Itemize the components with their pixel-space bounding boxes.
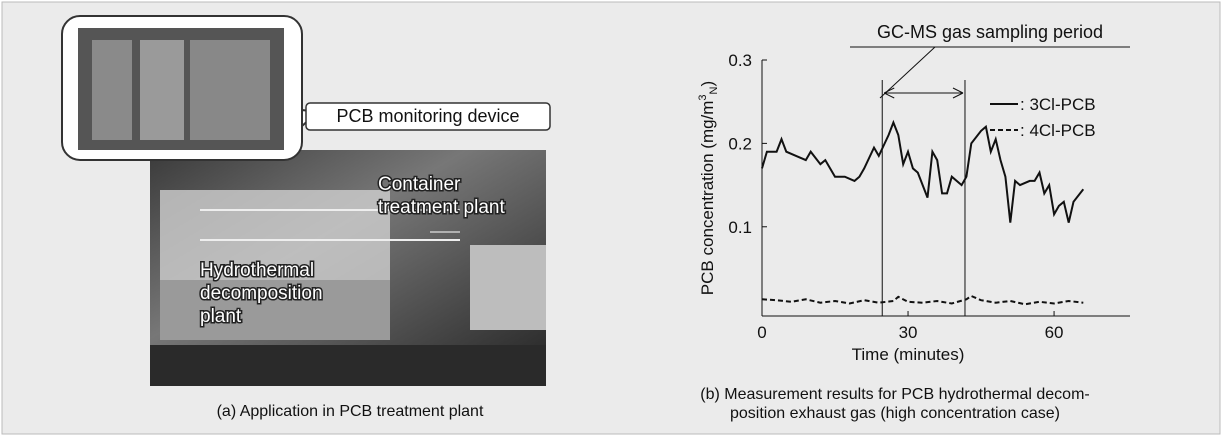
figure: Container treatment plant Hydrothermal d… [0,0,1222,436]
callout: PCB monitoring device [336,106,519,126]
x-tick-label: 30 [899,323,918,342]
label: decomposition [200,283,323,304]
page: {"photo": { "callout": "PCB monitoring d… [0,0,1222,441]
y-tick-label: 0.3 [728,51,752,70]
y-tick-label: 0.2 [728,134,752,153]
caption: (b) Measurement results for PCB hydrothe… [700,386,1089,403]
x-tick-label: 0 [757,323,766,342]
caption: position exhaust gas (high concentration… [730,405,1060,422]
label: plant [200,306,242,327]
x-axis-title: Time (minutes) [852,345,965,364]
x-tick-label: 60 [1045,323,1064,342]
caption: (a) Application in PCB treatment plant [217,403,484,420]
container [470,245,546,330]
label: Container [378,174,461,195]
y-tick-label: 0.1 [728,218,752,237]
y-axis-title-end: ) [698,81,717,87]
y-axis-title-sub: N [708,86,720,94]
legend-label: : 3Cl-PCB [1020,95,1096,114]
device-rack [140,40,184,140]
body: Container treatment plant Hydrothermal d… [0,0,1222,441]
device-rack [190,40,270,140]
annotation: GC-MS gas sampling period [877,22,1103,42]
y-axis-title-text: PCB concentration (mg/m [698,101,717,296]
y-axis-title: PCB concentration (mg/m3N) [697,81,720,295]
floor [150,345,546,386]
label: treatment plant [378,197,505,218]
device-rack [92,40,132,140]
photo: Container treatment plant Hydrothermal d… [150,150,546,386]
legend-label: : 4Cl-PCB [1020,121,1096,140]
label: Hydrothermal [200,260,314,281]
